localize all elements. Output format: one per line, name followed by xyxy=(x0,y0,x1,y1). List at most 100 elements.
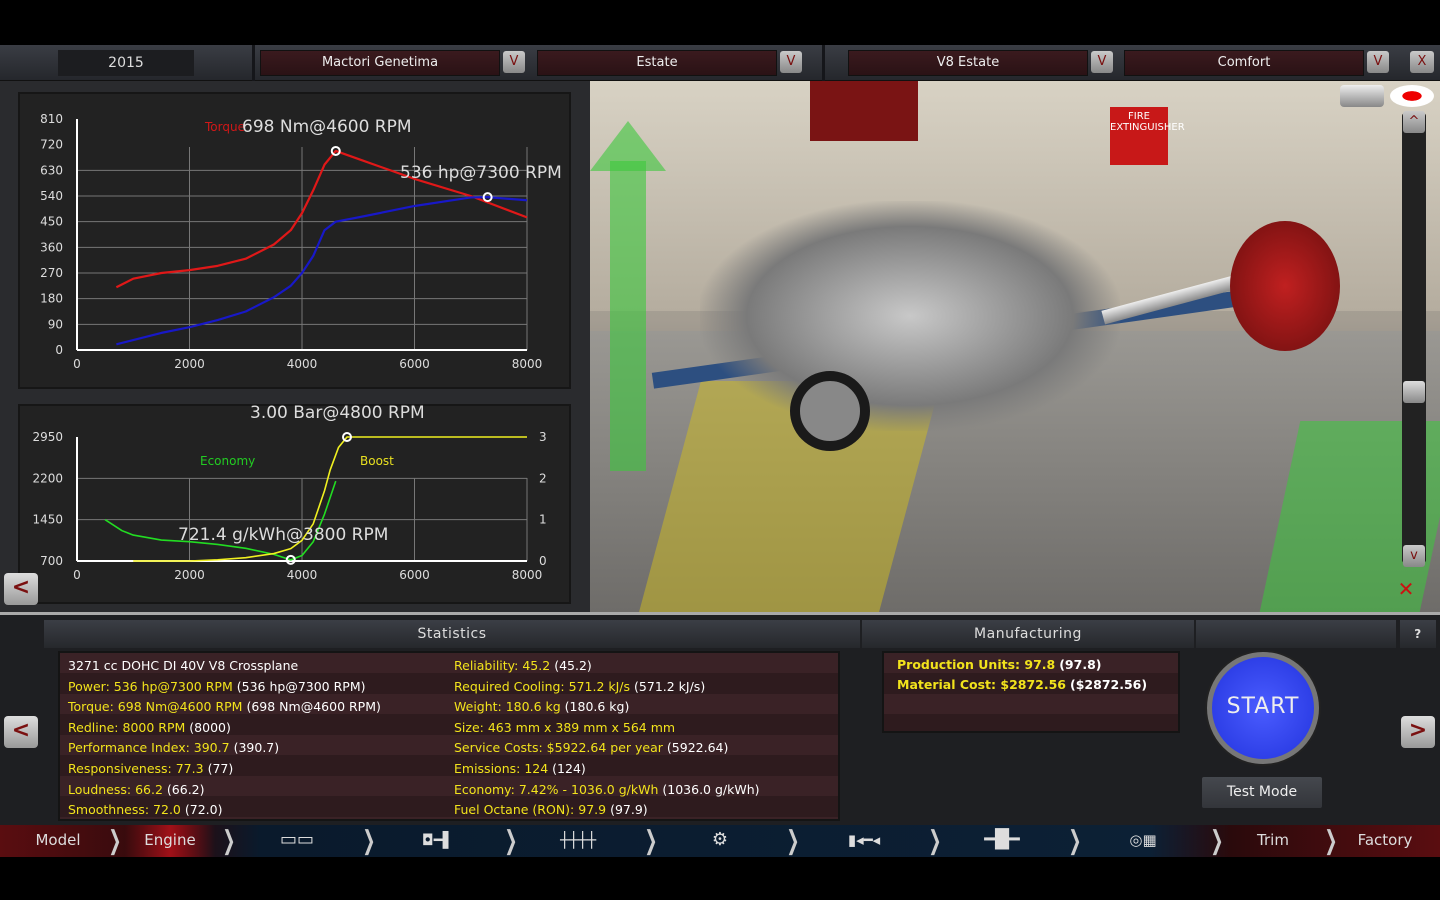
stat-baseline-value: (8000) xyxy=(189,719,231,735)
engine-dropdown[interactable]: V8 Estate xyxy=(848,50,1088,76)
x-tick-label: 0 xyxy=(73,357,81,371)
y-tick-label: 1450 xyxy=(32,513,63,527)
trim-dropdown-button[interactable]: V xyxy=(1367,51,1389,73)
nav-fuel-icon[interactable]: ▮◂━◂ xyxy=(847,831,881,849)
series-line-power xyxy=(116,196,528,346)
model-dropdown[interactable]: Mactori Genetima xyxy=(260,50,500,76)
legend-torque: Torque xyxy=(204,120,245,134)
nav-crank-icon[interactable]: ◘━▌ xyxy=(421,831,455,849)
stat-baseline-value: (1036.0 g/kWh) xyxy=(662,781,760,797)
chevron-right-icon: ❯ xyxy=(786,826,800,856)
series-line-economy xyxy=(104,480,337,561)
y-tick-label: 540 xyxy=(40,189,63,203)
y-tick-label: 2950 xyxy=(32,430,63,444)
series-line-torque xyxy=(115,149,528,289)
manufacturing-baseline-value: (97.8) xyxy=(1059,657,1102,672)
nav-engine[interactable]: Engine xyxy=(125,825,215,857)
statistics-list: 3271 cc DOHC DI 40V V8 Crossplane Power: … xyxy=(58,651,840,821)
top-bar: 2015 Mactori Genetima V Estate V V8 Esta… xyxy=(0,45,1440,81)
body-dropdown-button[interactable]: V xyxy=(780,51,802,73)
manufacturing-header: Manufacturing xyxy=(862,620,1194,648)
stat-label: Power: 536 hp@7300 RPM xyxy=(68,678,233,694)
trim-dropdown[interactable]: Comfort xyxy=(1124,50,1364,76)
peak-power-label: 536 hp@7300 RPM xyxy=(400,163,562,183)
nav-turbo-icon[interactable]: ⚙ xyxy=(711,829,729,850)
y-tick-label: 720 xyxy=(40,138,63,152)
stat-label: Reliability: 45.2 xyxy=(454,658,551,673)
y-tick-label: 810 xyxy=(40,112,63,126)
reset-view-icon[interactable]: ✕ xyxy=(1397,577,1415,601)
camera-icon[interactable] xyxy=(1340,85,1384,107)
start-button[interactable]: START xyxy=(1207,652,1319,764)
stat-baseline-value: (536 hp@7300 RPM) xyxy=(236,678,366,694)
peak-torque-marker xyxy=(330,145,341,156)
stat-baseline-value: (66.2) xyxy=(166,781,205,797)
x-tick-label: 8000 xyxy=(512,568,543,582)
stat-baseline-value: (390.7) xyxy=(233,740,280,756)
help-button[interactable]: ? xyxy=(1400,620,1436,648)
zoom-slider-track[interactable] xyxy=(1402,113,1426,563)
chevron-right-icon: ❯ xyxy=(222,826,236,856)
crank-pulley xyxy=(790,371,870,451)
stat-label: Loudness: 66.2 xyxy=(68,781,163,797)
stat-label: Weight: 180.6 kg xyxy=(454,699,561,715)
legend-economy: Economy xyxy=(200,454,255,468)
close-button[interactable]: X xyxy=(1410,51,1434,73)
zoom-out-button[interactable]: v xyxy=(1403,545,1425,567)
stats-prev-button[interactable]: < xyxy=(4,716,38,748)
model-dropdown-button[interactable]: V xyxy=(503,51,525,73)
y-tick-label: 90 xyxy=(48,317,63,331)
peak-boost-label: 3.00 Bar@4800 RPM xyxy=(250,403,425,423)
y-tick-label: 630 xyxy=(40,163,63,177)
fire-extinguisher-sign: FIRE EXTINGUISHER xyxy=(1110,107,1185,165)
stat-label: Size: 463 mm x 389 mm x 564 mm xyxy=(454,719,676,735)
stat-row: Required Cooling: 571.2 kJ/s (571.2 kJ/s) xyxy=(454,679,705,694)
stat-baseline-value: (72.0) xyxy=(184,802,223,818)
previous-page-button[interactable]: < xyxy=(4,573,38,605)
engine-dropdown-button[interactable]: V xyxy=(1091,51,1113,73)
y2-tick-label: 1 xyxy=(539,513,547,527)
stat-baseline-value: (698 Nm@4600 RPM) xyxy=(246,699,381,715)
stat-label: Required Cooling: 571.2 kJ/s xyxy=(454,678,631,694)
test-mode-button[interactable]: Test Mode xyxy=(1202,777,1322,808)
nav-factory[interactable]: Factory xyxy=(1357,831,1413,849)
manufacturing-label: Material Cost: $2872.56 xyxy=(897,677,1067,692)
legend-boost: Boost xyxy=(360,454,394,468)
stat-row: Reliability: 45.2 (45.2) xyxy=(454,658,592,673)
stat-baseline-value: (180.6 kg) xyxy=(564,699,630,715)
y-tick-label: 270 xyxy=(40,266,63,280)
engine-3d-viewport[interactable]: FIRE EXTINGUISHER ^ v ✕ xyxy=(590,81,1440,612)
body-dropdown[interactable]: Estate xyxy=(537,50,777,76)
move-gizmo-arrow-vertical[interactable] xyxy=(610,161,646,471)
stat-label: Torque: 698 Nm@4600 RPM xyxy=(68,699,243,715)
x-tick-label: 0 xyxy=(73,568,81,582)
chevron-right-icon: ❯ xyxy=(1324,826,1338,856)
chevron-right-icon: ❯ xyxy=(1068,826,1082,856)
best-economy-label: 721.4 g/kWh@3800 RPM xyxy=(178,525,388,545)
divider xyxy=(252,45,255,81)
zoom-in-button[interactable]: ^ xyxy=(1403,111,1425,133)
nav-model[interactable]: Model xyxy=(35,831,81,849)
engine-model xyxy=(700,201,1120,431)
chevron-right-icon: ❯ xyxy=(362,826,376,856)
stat-label: Responsiveness: 77.3 xyxy=(68,761,204,776)
stat-baseline-value: (5922.64) xyxy=(666,740,729,756)
peak-torque-label: 698 Nm@4600 RPM xyxy=(242,117,412,137)
eye-icon[interactable] xyxy=(1390,85,1434,107)
nav-exhaust-icon[interactable]: ━█━ xyxy=(984,829,1020,850)
nav-trim[interactable]: Trim xyxy=(1257,831,1289,849)
stat-row: Torque: 698 Nm@4600 RPM (698 Nm@4600 RPM) xyxy=(68,699,381,714)
nav-tuning-icon[interactable]: ◎▦ xyxy=(1129,831,1157,849)
chevron-right-icon: ❯ xyxy=(644,826,658,856)
next-page-button[interactable]: > xyxy=(1401,716,1435,748)
stat-baseline-value: (45.2) xyxy=(554,658,592,673)
stat-row: 3271 cc DOHC DI 40V V8 Crossplane xyxy=(68,658,302,673)
info-poster xyxy=(810,81,918,141)
charts-panel: 0 2000 4000 6000 8000 0 90 180 270 360 450 540 630 72… xyxy=(0,81,590,612)
stat-row: Fuel Octane (RON): 97.9 (97.9) xyxy=(454,802,648,817)
zoom-slider-handle[interactable] xyxy=(1403,381,1425,403)
stat-row: Weight: 180.6 kg (180.6 kg) xyxy=(454,699,629,714)
nav-valvetrain-icon[interactable]: ┼┼┼┼ xyxy=(559,831,597,849)
nav-block-icon[interactable]: ▭▭ xyxy=(279,829,314,850)
x-tick-label: 2000 xyxy=(174,357,205,371)
